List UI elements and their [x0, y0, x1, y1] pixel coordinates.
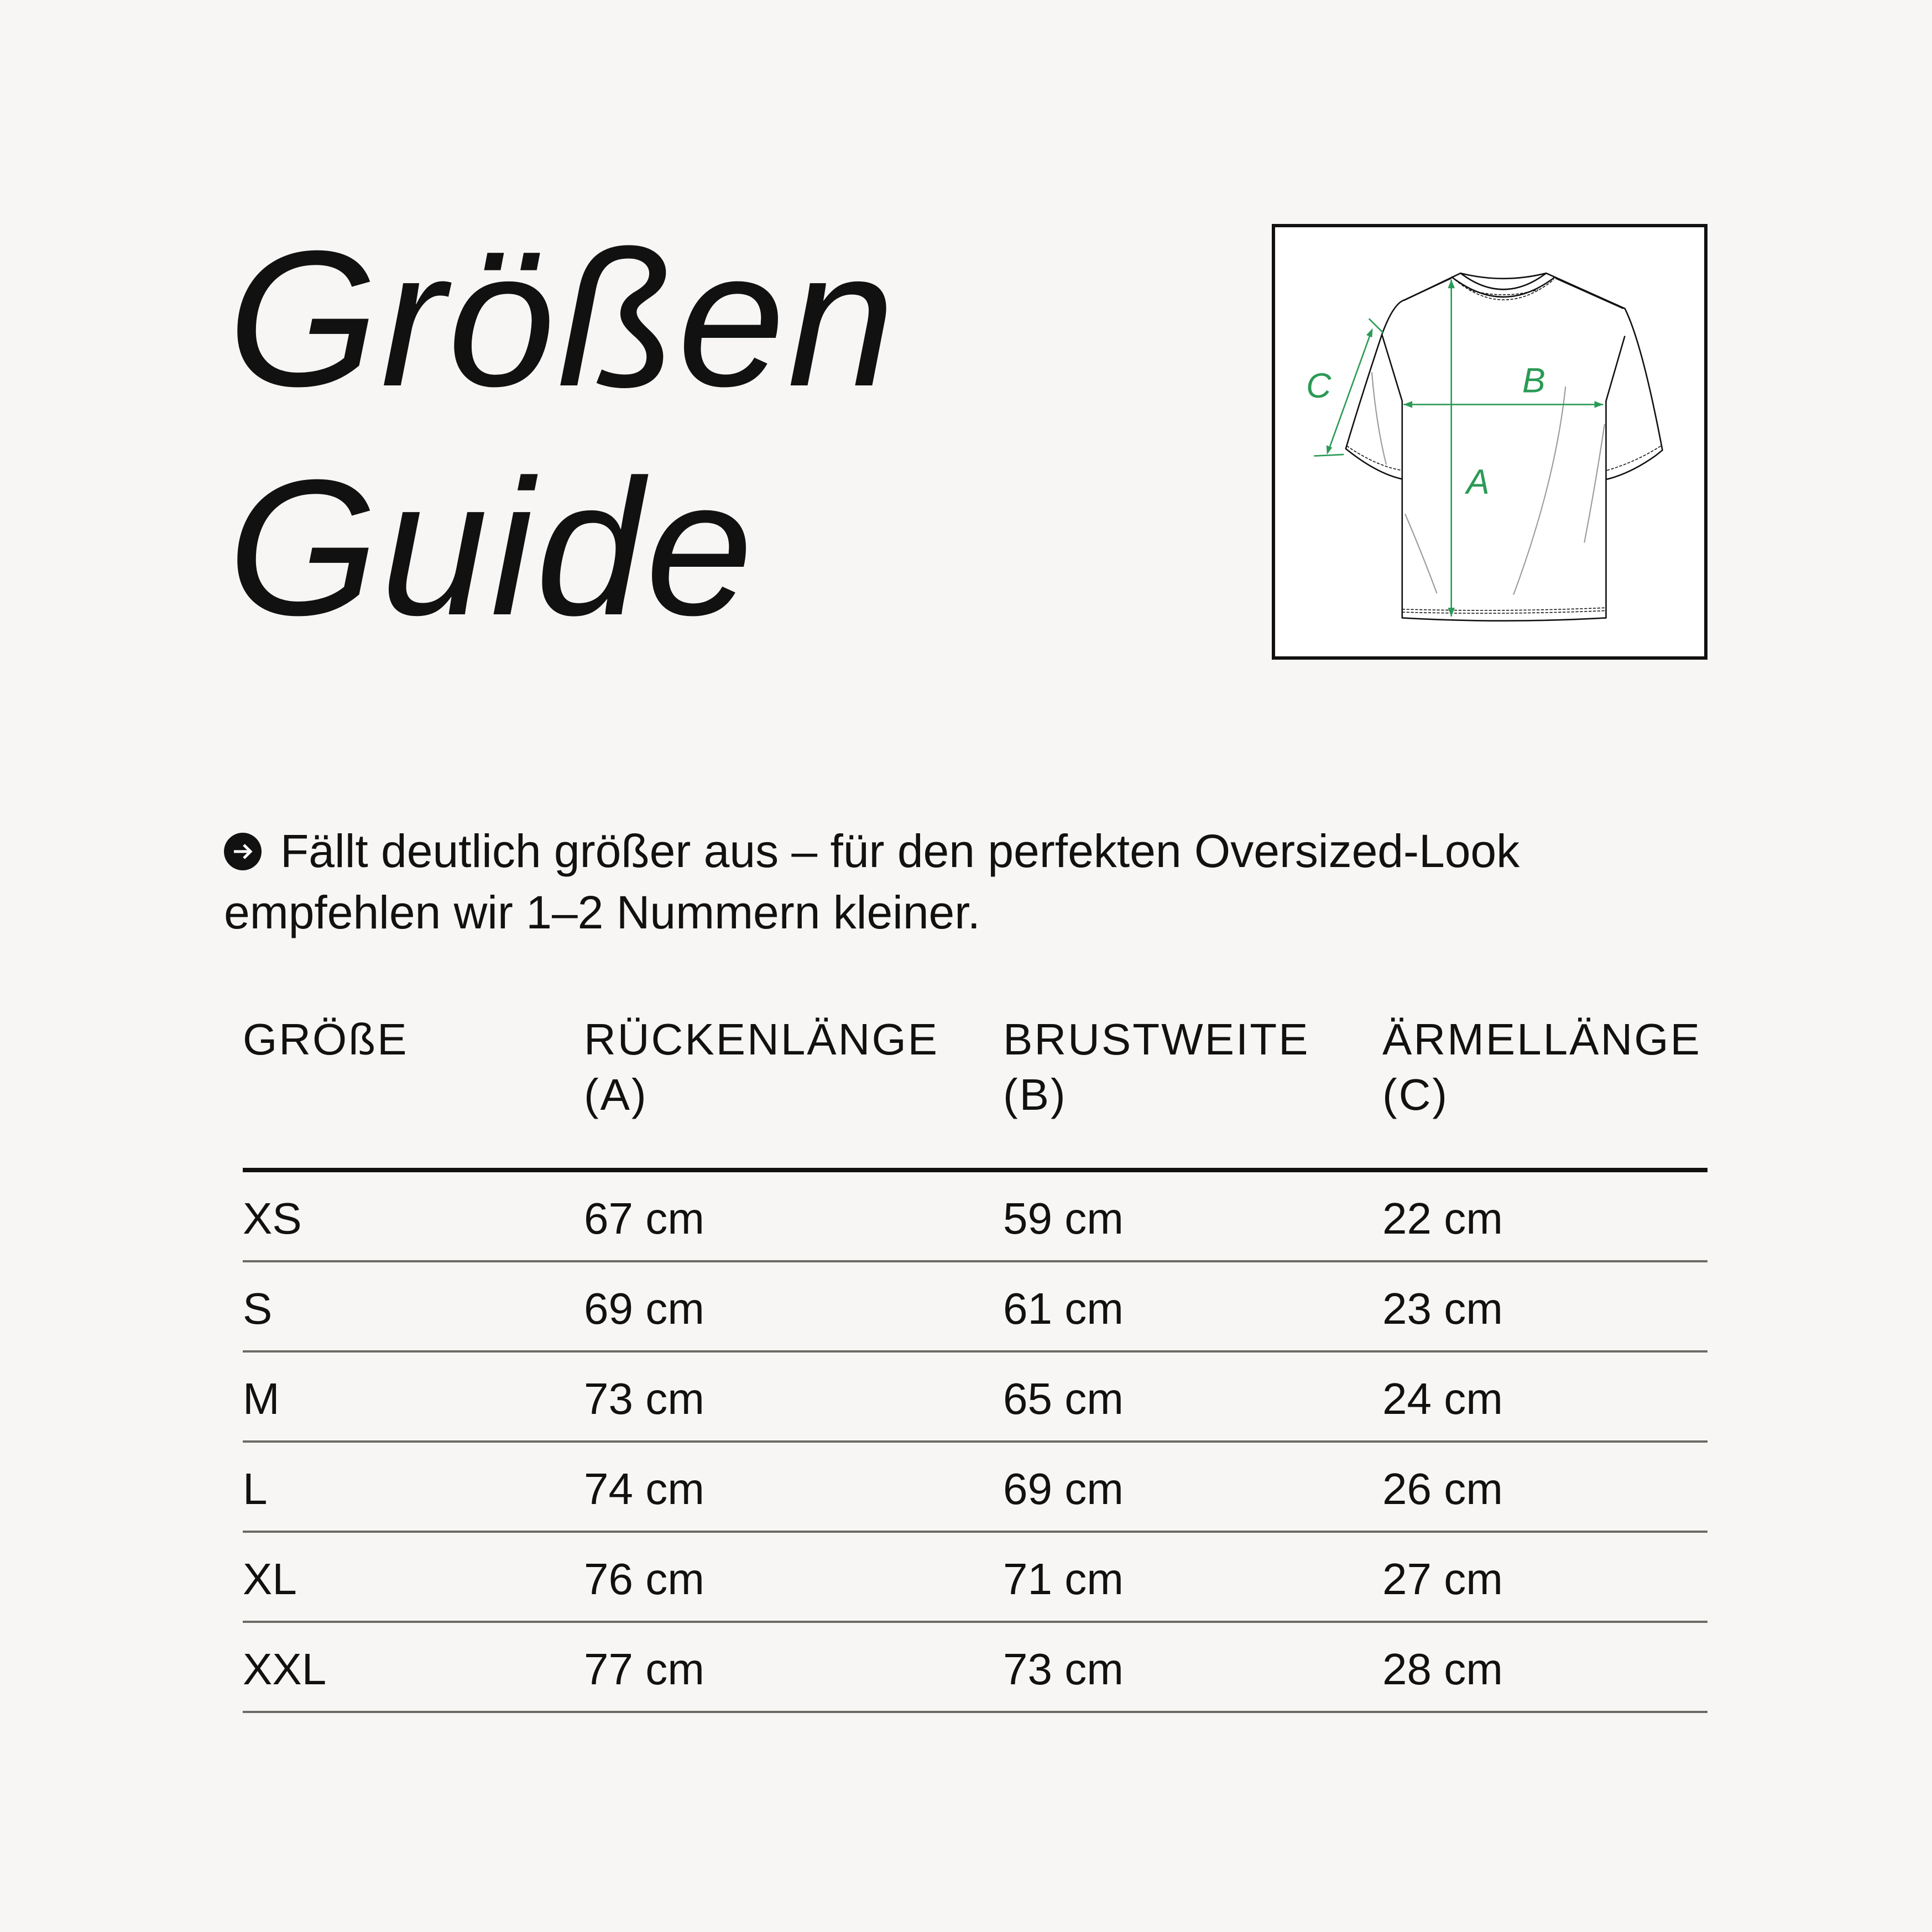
label-a: A	[1464, 463, 1490, 502]
cell-sleeve-length: 22 cm	[1382, 1194, 1503, 1243]
table-row: L 74 cm 69 cm 26 cm	[243, 1443, 1708, 1533]
table-header: GRÖßE RÜCKENLÄNGE (A) BRUSTWEITE (B) ÄRMEL…	[243, 1012, 1708, 1172]
cell-size: XS	[243, 1194, 302, 1243]
cell-back-length: 77 cm	[584, 1644, 704, 1694]
label-b: B	[1522, 362, 1545, 400]
page-title: Größen Guide	[228, 205, 897, 662]
table-row: XS 67 cm 59 cm 22 cm	[243, 1172, 1708, 1262]
cell-size: XL	[243, 1554, 297, 1604]
cell-size: XXL	[243, 1644, 327, 1694]
cell-chest-width: 73 cm	[1003, 1644, 1124, 1694]
header-back-length-label: RÜCKENLÄNGE	[584, 1015, 939, 1064]
header-chest-width: BRUSTWEITE (B)	[1003, 1012, 1309, 1122]
t-shirt-icon: A B C	[1306, 272, 1663, 622]
cell-chest-width: 65 cm	[1003, 1374, 1124, 1423]
header-chest-width-code: (B)	[1003, 1070, 1067, 1119]
cell-chest-width: 59 cm	[1003, 1194, 1124, 1243]
header-size-label: GRÖßE	[243, 1015, 409, 1064]
cell-chest-width: 69 cm	[1003, 1464, 1124, 1513]
cell-back-length: 73 cm	[584, 1374, 704, 1423]
table-row: XL 76 cm 71 cm 27 cm	[243, 1533, 1708, 1623]
t-shirt-diagram: A B C	[1272, 224, 1708, 660]
header-back-length-code: (A)	[584, 1070, 648, 1119]
cell-sleeve-length: 24 cm	[1382, 1374, 1503, 1423]
table-row: M 73 cm 65 cm 24 cm	[243, 1353, 1708, 1443]
size-table: GRÖßE RÜCKENLÄNGE (A) BRUSTWEITE (B) ÄRMEL…	[243, 1012, 1708, 1713]
cell-back-length: 76 cm	[584, 1554, 704, 1604]
title-line-1: Größen	[228, 211, 897, 427]
cell-sleeve-length: 26 cm	[1382, 1464, 1503, 1513]
header-back-length: RÜCKENLÄNGE (A)	[584, 1012, 939, 1122]
header-sleeve-length-label: ÄRMELLÄNGE	[1382, 1015, 1701, 1064]
fit-note: Fällt deutlich größer aus – für den perf…	[224, 821, 1662, 943]
table-row: S 69 cm 61 cm 23 cm	[243, 1262, 1708, 1353]
cell-size: L	[243, 1464, 268, 1513]
header-sleeve-length-code: (C)	[1382, 1070, 1449, 1119]
cell-sleeve-length: 27 cm	[1382, 1554, 1503, 1604]
arrow-right-circle-icon	[224, 833, 262, 870]
cell-sleeve-length: 23 cm	[1382, 1284, 1503, 1333]
fit-note-text: Fällt deutlich größer aus – für den perf…	[224, 825, 1520, 938]
header-size: GRÖßE	[243, 1012, 408, 1067]
cell-back-length: 67 cm	[584, 1194, 704, 1243]
cell-back-length: 74 cm	[584, 1464, 704, 1513]
table-row: XXL 77 cm 73 cm 28 cm	[243, 1623, 1708, 1713]
header-chest-width-label: BRUSTWEITE	[1003, 1015, 1310, 1064]
cell-sleeve-length: 28 cm	[1382, 1644, 1503, 1694]
cell-chest-width: 71 cm	[1003, 1554, 1124, 1604]
cell-chest-width: 61 cm	[1003, 1284, 1124, 1333]
cell-size: S	[243, 1284, 273, 1333]
cell-back-length: 69 cm	[584, 1284, 704, 1333]
header-sleeve-length: ÄRMELLÄNGE (C)	[1382, 1012, 1701, 1122]
cell-size: M	[243, 1374, 280, 1423]
label-c: C	[1306, 367, 1331, 405]
title-line-2: Guide	[228, 440, 755, 656]
